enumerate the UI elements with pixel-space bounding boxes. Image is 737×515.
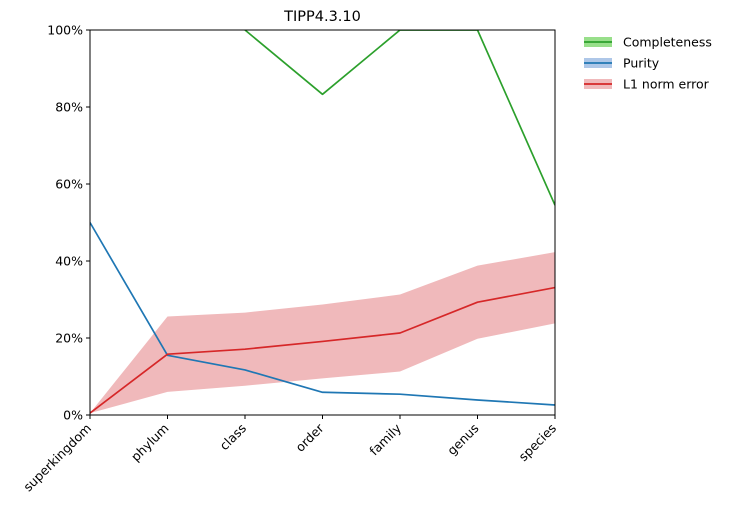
x-tick-label: genus	[444, 421, 481, 458]
legend-label: Purity	[623, 56, 660, 71]
legend-label: L1 norm error	[623, 77, 710, 92]
chart-title: TIPP4.3.10	[283, 9, 361, 25]
legend-item-purity: Purity	[584, 56, 660, 71]
y-axis: 0% 20% 40% 60% 80% 100%	[47, 23, 90, 423]
x-tick-label: order	[292, 420, 327, 455]
x-tick-label: phylum	[128, 421, 172, 465]
l1-norm-error-band	[90, 252, 555, 414]
y-tick-label: 60%	[55, 177, 83, 192]
error-bands	[90, 252, 555, 414]
x-tick-label: species	[516, 421, 560, 465]
legend-item-completeness: Completeness	[584, 35, 712, 50]
y-tick-label: 80%	[55, 100, 83, 115]
y-tick-label: 0%	[63, 408, 83, 423]
x-tick-label: family	[366, 420, 404, 458]
legend-item-l1-norm-error: L1 norm error	[584, 77, 710, 92]
legend: Completeness Purity L1 norm error	[584, 35, 712, 92]
series-lines	[90, 30, 555, 414]
purity-line	[90, 222, 555, 406]
y-tick-label: 20%	[55, 331, 83, 346]
l1-norm-error-line	[90, 286, 555, 414]
y-tick-label: 40%	[55, 254, 83, 269]
x-axis: superkingdom phylum class order family genus s…	[20, 415, 559, 494]
completeness-line	[244, 30, 555, 206]
x-tick-label: class	[217, 421, 250, 454]
legend-label: Completeness	[623, 35, 712, 50]
y-tick-label: 100%	[47, 23, 83, 38]
x-tick-label: superkingdom	[20, 421, 94, 495]
